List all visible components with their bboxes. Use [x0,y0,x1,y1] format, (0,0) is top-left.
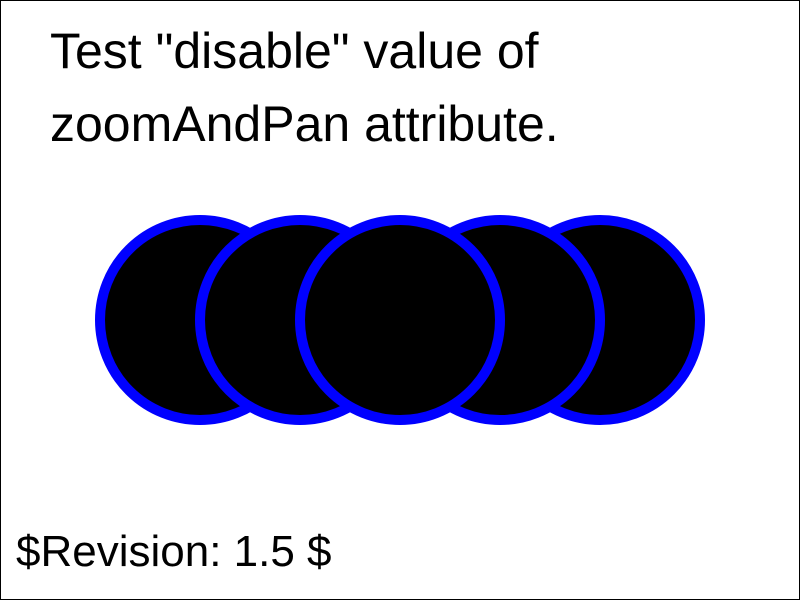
revision-label: $Revision: 1.5 $ [16,527,332,576]
title-line-2: zoomAndPan attribute. [50,96,559,152]
overlapping-circles [95,215,705,425]
title-line-1: Test "disable" value of [50,23,539,79]
circle-3 [295,215,505,425]
